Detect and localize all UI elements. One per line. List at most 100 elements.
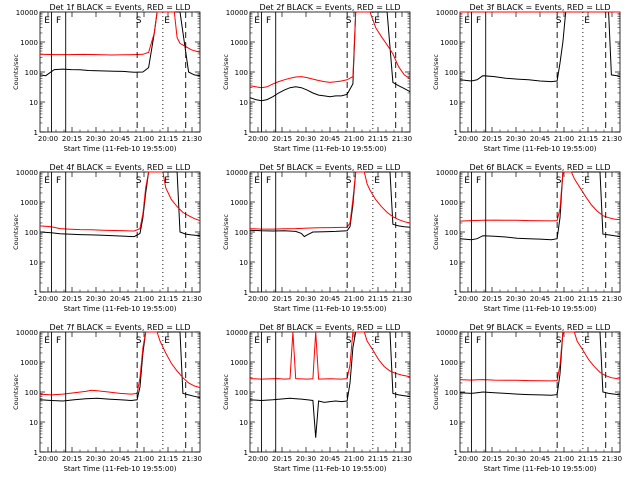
y-tick-label: 10000 <box>226 169 248 177</box>
x-tick-label: 21:00 <box>134 135 154 143</box>
time-marker-letter: S <box>346 336 352 346</box>
x-tick-label: 20:45 <box>530 455 550 463</box>
x-tick-label: 21:30 <box>392 135 412 143</box>
y-tick-label: 10 <box>239 419 248 427</box>
time-marker-letter: S <box>346 176 352 186</box>
lld-series-line <box>39 331 201 396</box>
detector-panel-6: Det 6f BLACK = Events, RED = LLD 1 10 100 10… <box>432 163 622 313</box>
y-tick-label: 100 <box>25 389 38 397</box>
time-marker-letter: E <box>164 336 170 346</box>
x-tick-label: 20:15 <box>482 455 502 463</box>
lld-series-line <box>39 171 201 232</box>
x-tick-label: 20:30 <box>506 455 526 463</box>
x-tick-label: 21:15 <box>578 455 598 463</box>
y-tick-label: 1 <box>244 289 248 297</box>
panel-title: Det 7f BLACK = Events, RED = LLD <box>49 323 190 332</box>
x-tick-label: 20:45 <box>320 295 340 303</box>
y-axis-label: Counts/sec <box>12 54 20 90</box>
events-series-line <box>459 331 621 396</box>
x-tick-label: 20:15 <box>272 295 292 303</box>
panel-title: Det 2f BLACK = Events, RED = LLD <box>259 3 400 12</box>
x-tick-label: 21:00 <box>554 455 574 463</box>
x-axis-label: Start Time (11-Feb-10 19:55:00) <box>273 305 386 313</box>
x-tick-label: 21:00 <box>554 295 574 303</box>
x-tick-label: 20:15 <box>272 455 292 463</box>
y-tick-label: 10000 <box>436 329 458 337</box>
y-tick-label: 10000 <box>436 9 458 17</box>
y-tick-label: 1 <box>244 449 248 457</box>
time-marker-letter: S <box>346 16 352 26</box>
x-tick-label: 20:15 <box>272 135 292 143</box>
x-tick-label: 20:00 <box>38 295 58 303</box>
panel-title: Det 8f BLACK = Events, RED = LLD <box>259 323 400 332</box>
y-tick-label: 10000 <box>16 169 38 177</box>
x-tick-label: 20:00 <box>38 135 58 143</box>
time-marker-letter: F <box>476 336 481 346</box>
x-tick-label: 21:15 <box>158 455 178 463</box>
x-tick-label: 21:30 <box>602 135 622 143</box>
y-tick-label: 1000 <box>20 39 38 47</box>
x-tick-label: 20:30 <box>86 455 106 463</box>
y-axis-label: Counts/sec <box>12 374 20 410</box>
y-tick-label: 1000 <box>230 39 248 47</box>
y-tick-label: 1 <box>454 289 458 297</box>
time-marker-letter: E <box>584 336 590 346</box>
time-marker-letter: F <box>56 16 61 26</box>
panel-title: Det 5f BLACK = Events, RED = LLD <box>259 163 400 172</box>
x-tick-label: 20:00 <box>248 135 268 143</box>
x-tick-label: 21:00 <box>344 135 364 143</box>
time-marker-letter: S <box>136 16 142 26</box>
x-tick-label: 20:45 <box>320 455 340 463</box>
time-marker-letter: E <box>254 336 260 346</box>
lld-series-line <box>249 331 411 380</box>
y-tick-label: 10 <box>239 99 248 107</box>
time-marker-letter: E <box>164 16 170 26</box>
detector-panel-7: Det 7f BLACK = Events, RED = LLD 1 10 100 10… <box>12 323 202 473</box>
x-axis-label: Start Time (11-Feb-10 19:55:00) <box>273 145 386 153</box>
x-tick-label: 20:15 <box>62 295 82 303</box>
time-marker-letter: S <box>136 336 142 346</box>
y-tick-label: 1000 <box>230 359 248 367</box>
time-marker-letter: S <box>556 16 562 26</box>
time-marker-letter: E <box>374 16 380 26</box>
time-marker-letter: E <box>164 176 170 186</box>
x-tick-label: 21:00 <box>134 295 154 303</box>
x-axis-label: Start Time (11-Feb-10 19:55:00) <box>483 145 596 153</box>
y-tick-label: 1 <box>454 449 458 457</box>
events-series-line <box>459 11 621 83</box>
x-tick-label: 21:30 <box>392 295 412 303</box>
time-marker-letter: E <box>464 16 470 26</box>
y-axis-label: Counts/sec <box>432 54 440 90</box>
y-axis-label: Counts/sec <box>432 214 440 250</box>
x-tick-label: 21:00 <box>554 135 574 143</box>
y-tick-label: 1000 <box>440 39 458 47</box>
x-tick-label: 20:45 <box>320 135 340 143</box>
time-marker-letter: F <box>266 16 271 26</box>
x-tick-label: 20:45 <box>110 295 130 303</box>
time-marker-letter: F <box>266 176 271 186</box>
x-tick-label: 20:00 <box>248 455 268 463</box>
y-tick-label: 1 <box>34 449 38 457</box>
x-tick-label: 20:45 <box>530 295 550 303</box>
time-marker-letter: E <box>374 336 380 346</box>
y-tick-label: 10 <box>449 259 458 267</box>
panel-title: Det 3f BLACK = Events, RED = LLD <box>469 3 610 12</box>
time-marker-letter: F <box>56 176 61 186</box>
time-marker-letter: F <box>476 16 481 26</box>
y-tick-label: 1000 <box>230 199 248 207</box>
y-tick-label: 10 <box>29 99 38 107</box>
lld-series-line <box>249 171 411 230</box>
x-tick-label: 21:00 <box>344 295 364 303</box>
y-tick-label: 1 <box>244 129 248 137</box>
detector-panel-4: Det 4f BLACK = Events, RED = LLD 1 10 100 10… <box>12 163 202 313</box>
x-tick-label: 21:00 <box>344 455 364 463</box>
lld-series-line <box>39 11 201 56</box>
x-tick-label: 20:15 <box>482 135 502 143</box>
events-series-line <box>39 171 201 238</box>
x-tick-label: 21:00 <box>134 455 154 463</box>
x-tick-label: 20:00 <box>458 135 478 143</box>
x-tick-label: 21:15 <box>368 135 388 143</box>
x-tick-label: 21:15 <box>578 295 598 303</box>
